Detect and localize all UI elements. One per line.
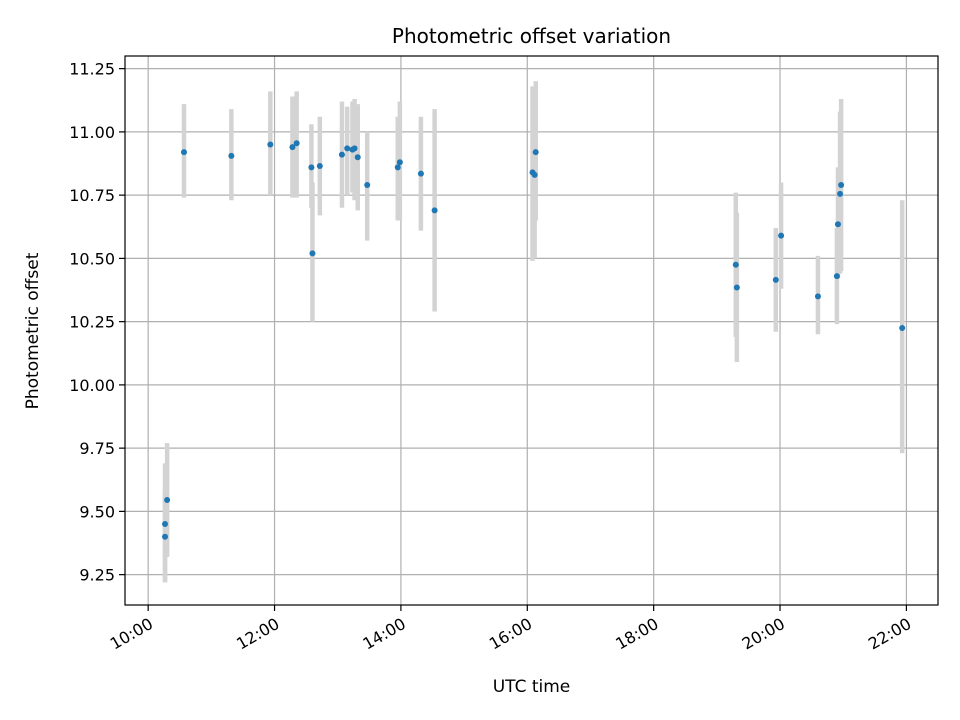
chart-title: Photometric offset variation <box>392 24 671 48</box>
data-point <box>838 182 845 189</box>
data-point <box>228 152 235 159</box>
data-point <box>351 145 358 152</box>
x-axis-ticks: 10:00 12:00 14:00 16:00 18:00 20:00 22:00 <box>107 605 914 654</box>
data-point <box>396 159 403 166</box>
data-points <box>162 140 906 540</box>
x-tick-label: 22:00 <box>865 614 914 654</box>
data-point <box>394 164 401 171</box>
x-axis-label: UTC time <box>493 677 571 697</box>
data-point <box>354 154 361 161</box>
data-point <box>417 170 424 177</box>
data-point <box>180 149 187 156</box>
data-point <box>778 232 785 239</box>
y-tick-label: 10.50 <box>69 249 115 268</box>
data-point <box>899 324 906 331</box>
data-point <box>531 171 538 178</box>
data-point <box>267 141 274 148</box>
x-tick-label: 10:00 <box>107 614 156 654</box>
y-axis-label: Photometric offset <box>23 252 43 409</box>
data-point <box>293 140 300 147</box>
error-bars <box>162 81 905 583</box>
data-point <box>772 276 779 283</box>
data-point <box>837 190 844 197</box>
data-point <box>309 250 316 257</box>
y-tick-label: 11.25 <box>69 60 115 79</box>
x-tick-label: 18:00 <box>612 614 661 654</box>
y-axis-ticks: 9.25 9.50 9.75 10.00 10.25 10.50 10.75 11.00 11.… <box>69 60 125 585</box>
data-point <box>833 273 840 280</box>
y-tick-label: 10.75 <box>69 186 115 205</box>
x-tick-label: 12:00 <box>233 614 282 654</box>
plot-frame <box>124 55 939 606</box>
y-tick-label: 10.25 <box>69 313 115 332</box>
data-point <box>814 293 821 300</box>
y-tick-label: 9.50 <box>79 502 115 521</box>
y-tick-label: 9.75 <box>79 439 115 458</box>
data-point <box>162 533 169 540</box>
data-point <box>289 144 296 151</box>
data-point <box>162 521 169 528</box>
data-point <box>834 221 841 228</box>
data-point <box>532 149 539 156</box>
data-point <box>308 164 315 171</box>
data-point <box>344 145 351 152</box>
x-tick-label: 20:00 <box>739 614 788 654</box>
y-tick-label: 11.00 <box>69 123 115 142</box>
data-point <box>338 151 345 158</box>
y-tick-label: 10.00 <box>69 376 115 395</box>
data-point <box>316 163 323 170</box>
x-tick-label: 16:00 <box>486 614 535 654</box>
y-tick-label: 9.25 <box>79 566 115 585</box>
x-tick-label: 14:00 <box>359 614 408 654</box>
data-point <box>732 261 739 268</box>
data-point <box>164 497 171 504</box>
data-point <box>364 182 371 189</box>
data-point <box>431 207 438 214</box>
data-point <box>733 284 740 291</box>
